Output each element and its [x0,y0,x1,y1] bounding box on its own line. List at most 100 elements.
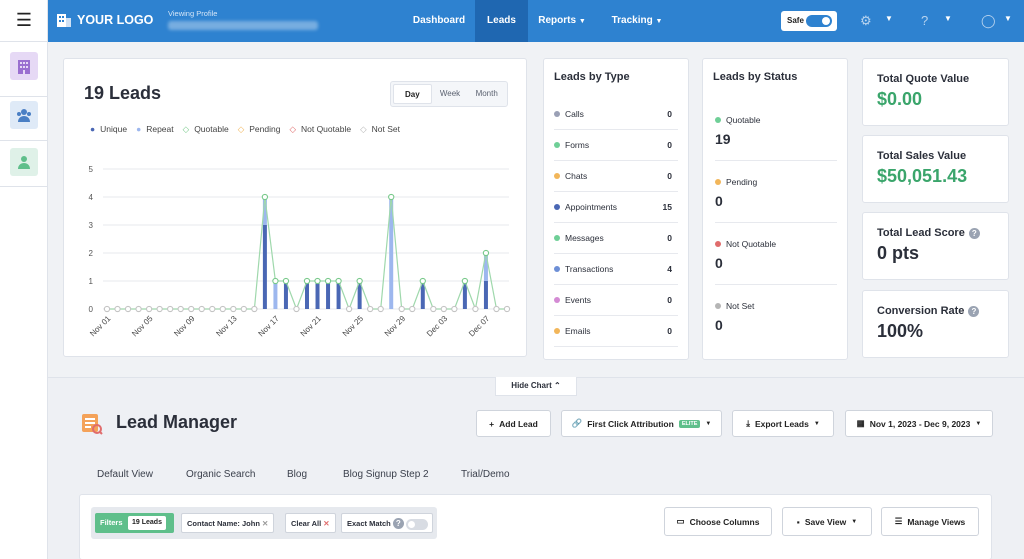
point-quotable [419,277,426,285]
type-row-forms[interactable]: Forms 0 [554,130,678,161]
leads-by-type-card: Leads by Type Calls 0 Forms 0 Chats 0 Appointm… [543,58,689,360]
legend-repeat[interactable]: ● Repeat [136,124,174,134]
type-label: Transactions [565,264,614,274]
point-quotable [219,305,226,313]
legend-not-set[interactable]: ◇ Not Set [360,124,400,134]
type-row-emails[interactable]: Emails 0 [554,316,678,347]
tab-trial-demo[interactable]: Trial/Demo [461,469,510,480]
x-tick-label: Nov 13 [214,314,239,339]
tab-blog-signup-step-2[interactable]: Blog Signup Step 2 [343,469,429,480]
metric-value: 100% [877,321,924,341]
point-quotable [198,305,205,313]
help-icon[interactable]: ? [921,13,929,28]
date-range-picker[interactable]: ▦ Nov 1, 2023 - Dec 9, 2023 ▼ [845,410,993,437]
type-row-chats[interactable]: Chats 0 [554,161,678,192]
logo-text: YOUR LOGO [77,13,154,27]
point-quotable [324,277,332,285]
columns-icon: ▭ [676,516,685,526]
range-week-button[interactable]: Week [439,89,461,98]
save-view-label: Save View [804,516,847,527]
contact-name-filter-chip[interactable]: Contact Name: John ✕ [181,513,275,533]
type-row-events[interactable]: Events 0 [554,285,678,316]
lead-manager-title: Lead Manager [116,412,238,432]
type-count: 4 [667,264,672,274]
point-quotable [440,305,447,313]
type-row-calls[interactable]: Calls 0 [554,99,678,130]
status-block-not-set[interactable]: Not Set 0 [715,285,837,347]
status-block-pending[interactable]: Pending 0 [715,161,837,223]
gear-icon[interactable]: ⚙ [860,13,872,28]
legend-quotable[interactable]: ◇ Quotable [182,124,229,134]
type-row-appointments[interactable]: Appointments 15 [554,192,678,223]
export-leads-dropdown[interactable]: ⤓ Export Leads ▼ [732,410,834,437]
building-icon[interactable] [10,52,38,80]
clear-all-button[interactable]: Clear All ✕ [285,513,336,533]
nav-dashboard[interactable]: Dashboard [412,15,466,26]
tab-blog[interactable]: Blog [287,469,308,480]
status-label: Pending [726,177,758,187]
chevron-down-icon: ▼ [705,420,712,427]
legend-not-quotable[interactable]: ◇ Not Quotable [289,124,352,134]
hamburger-menu-icon[interactable]: ☰ [0,0,48,42]
safe-switch[interactable] [806,15,832,27]
type-dot-icon [554,204,560,210]
legend-label: Not Quotable [300,124,352,134]
point-quotable [209,305,216,313]
hide-chart-button[interactable]: Hide Chart ⌃ [495,377,577,396]
type-label: Appointments [565,202,617,212]
filters-button[interactable]: Filters 19 Leads [95,513,174,533]
chevron-down-icon[interactable]: ▼ [885,14,893,23]
x-tick-label: Nov 25 [341,314,366,339]
type-row-transactions[interactable]: Transactions 4 [554,254,678,285]
export-label: Export Leads [754,418,809,429]
add-lead-button[interactable]: + Add Lead [476,410,551,437]
account-icon[interactable]: ◯ [981,13,996,28]
nav-tracking-label: Tracking [611,15,653,26]
logo[interactable]: YOUR LOGO [56,12,153,28]
chevron-down-icon: ▼ [813,420,820,427]
point-quotable [230,305,237,313]
tab-organic-search[interactable]: Organic Search [186,469,256,480]
metric-title: Total Quote Value [877,73,969,85]
type-dot-icon [554,142,560,148]
attribution-dropdown[interactable]: 🔗 First Click Attribution ELITE ▼ [561,410,722,437]
close-icon[interactable]: ✕ [262,519,269,528]
status-block-quotable[interactable]: Quotable 19 [715,99,837,161]
help-icon[interactable]: ? [968,305,980,317]
chevron-down-icon[interactable]: ▼ [944,14,952,23]
legend-label: Quotable [194,124,229,134]
save-view-dropdown[interactable]: ▪ Save View ▼ [782,507,872,536]
legend-unique[interactable]: ● Unique [90,124,128,134]
nav-reports[interactable]: Reports ▼ [532,0,592,42]
chevron-down-icon[interactable]: ▼ [1004,14,1012,23]
chevron-down-icon: ▼ [578,18,586,25]
profile-selector[interactable]: Viewing Profile [168,9,318,30]
choose-columns-button[interactable]: ▭ Choose Columns [664,507,772,536]
point-quotable [367,305,374,313]
nav-tracking[interactable]: Tracking ▼ [602,0,672,42]
exact-match-switch[interactable] [405,518,428,530]
manage-views-button[interactable]: ☰ Manage Views [881,507,979,536]
metric-card-sales-value: Total Sales Value $50,051.43 [862,135,1009,203]
range-day-button[interactable]: Day [393,84,432,104]
leads-chart: 0 1 2 3 4 5 Nov 01 Nov 05 Nov 09 Nov 13 Nov 17 Nov … [88,165,511,339]
metric-title-text: Conversion Rate [877,305,965,317]
bar-repeat [483,253,488,281]
leads-by-status-title: Leads by Status [713,71,798,83]
help-icon[interactable]: ? [392,518,404,529]
clear-all-label: Clear All [291,519,322,528]
legend-pending[interactable]: ◇ Pending [237,124,281,134]
safe-toggle[interactable]: Safe [781,11,837,31]
exact-match-toggle[interactable]: Exact Match ? [341,513,433,533]
tab-default-view[interactable]: Default View [97,469,153,480]
point-quotable [145,305,153,313]
dashboard-area: 19 Leads Day Week Month ● Unique ● Repeat … [48,42,1024,377]
status-block-not-quotable[interactable]: Not Quotable 0 [715,223,837,285]
range-month-button[interactable]: Month [475,89,498,98]
nav-leads[interactable]: Leads [475,0,528,42]
help-icon[interactable]: ? [968,227,980,239]
group-icon[interactable] [10,101,38,129]
user-icon[interactable] [10,148,38,176]
manage-views-label: Manage Views [907,516,966,527]
type-row-messages[interactable]: Messages 0 [554,223,678,254]
